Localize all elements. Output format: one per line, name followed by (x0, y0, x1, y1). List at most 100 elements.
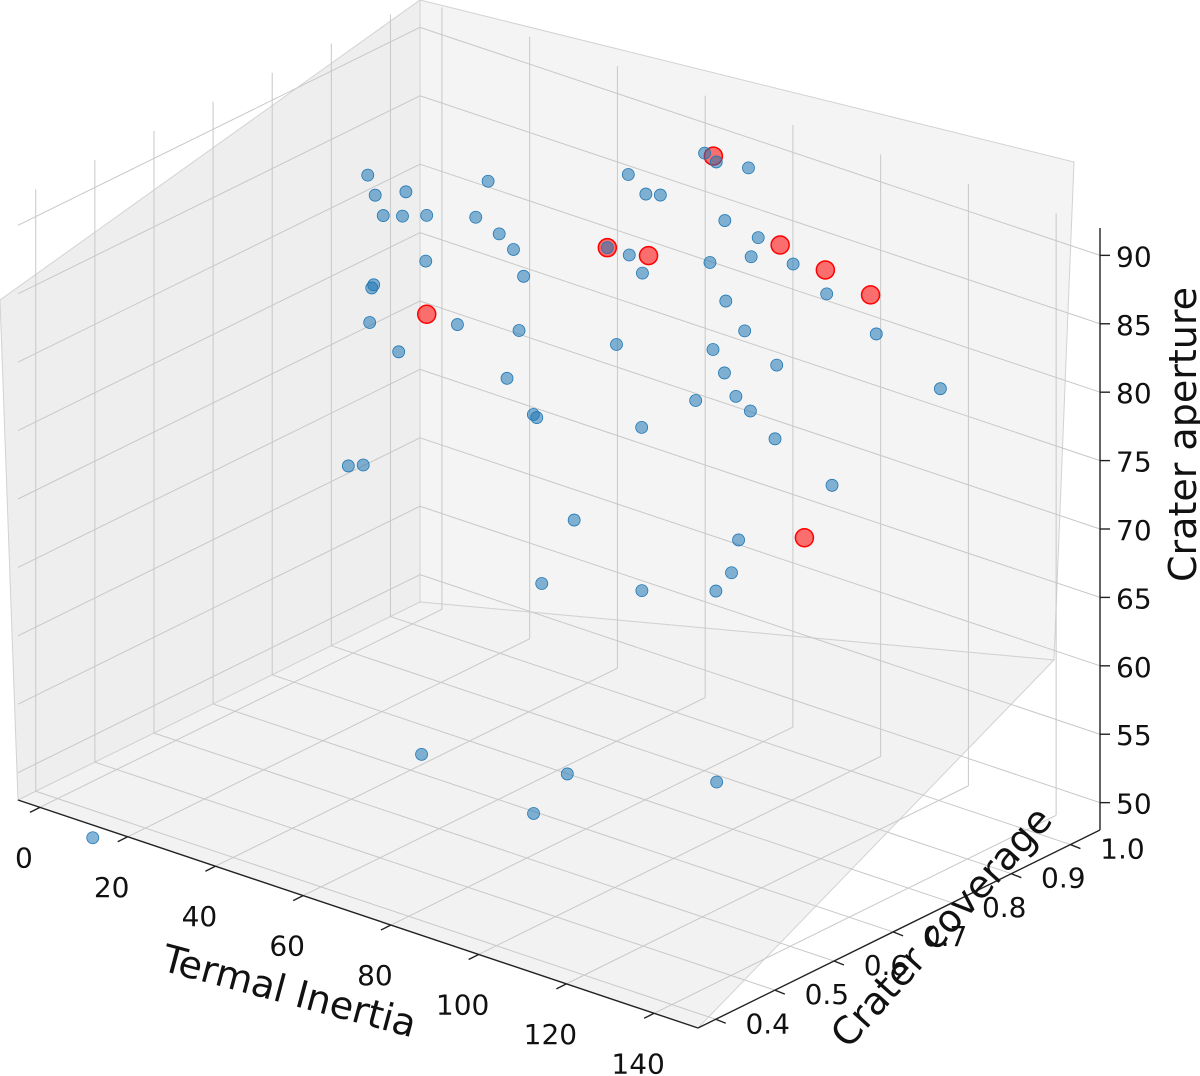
data-point (770, 358, 784, 372)
data-point (469, 210, 483, 224)
data-point (368, 188, 382, 202)
data-point (689, 394, 703, 407)
y-gridline-floor (272, 674, 953, 904)
x-tick-mark (643, 1012, 655, 1019)
x-gridline-floor (566, 785, 969, 985)
y-tick-mark (833, 960, 845, 966)
data-point (742, 161, 755, 175)
z-tick-label: 65 (1116, 582, 1152, 615)
z-gridline-left (17, 95, 421, 295)
data-point (376, 209, 390, 222)
highlight-marker (638, 245, 659, 266)
data-point (622, 248, 636, 262)
highlight-marker (860, 285, 881, 305)
y-gridline-floor (153, 732, 835, 962)
data-point (732, 533, 745, 547)
z-gridline-right (419, 163, 1101, 393)
y-tick-mark (715, 1018, 726, 1024)
x-tick-mark (29, 806, 41, 813)
x-gridline-floor (302, 697, 706, 897)
x-tick-label: 20 (94, 871, 130, 904)
highlight-marker (416, 304, 437, 325)
y-gridline-floor (331, 645, 1012, 875)
data-point (719, 294, 733, 308)
data-point (500, 371, 514, 385)
data-point (481, 174, 495, 188)
y-tick-mark (951, 902, 963, 908)
x-tick-mark (292, 894, 304, 902)
data-point (420, 208, 434, 222)
y-tick-mark (1070, 843, 1081, 850)
data-point (635, 420, 649, 434)
x-gridline-floor (390, 726, 794, 926)
data-point (363, 316, 377, 329)
y-tick-label: 0.5 (805, 978, 850, 1011)
x-tick-mark (468, 953, 479, 961)
x-gridline-floor (653, 814, 1057, 1014)
x-gridline-floor (127, 638, 530, 838)
z-gridline-right (419, 26, 1101, 256)
z-tick-label: 60 (1116, 651, 1152, 684)
z-gridline-left (17, 505, 421, 705)
z-gridline-left (17, 574, 421, 774)
z-tick-label: 55 (1116, 719, 1152, 752)
data-point (621, 168, 635, 181)
data-point (729, 389, 743, 403)
data-point (635, 584, 649, 598)
x-tick-label: 100 (436, 988, 489, 1021)
data-point (703, 256, 717, 269)
data-point (451, 318, 464, 331)
x-axis-line (17, 799, 699, 1029)
data-point (710, 775, 724, 789)
z-gridline-left (17, 437, 421, 637)
highlight-marker (770, 235, 790, 255)
x-gridline-floor (39, 608, 443, 808)
y-gridline-floor (212, 703, 894, 933)
y-tick-label: 0.4 (745, 1007, 790, 1040)
x-tick-mark (117, 836, 128, 843)
z-tick-label: 70 (1116, 514, 1152, 547)
data-point (567, 513, 581, 527)
data-point (527, 807, 540, 820)
data-points (86, 146, 947, 845)
x-tick-label: 80 (357, 959, 393, 992)
data-point (738, 324, 752, 338)
data-point (718, 214, 732, 227)
data-point (361, 168, 375, 182)
x-gridline-floor (215, 667, 618, 867)
data-point (86, 831, 100, 845)
data-point (356, 458, 370, 472)
data-point (709, 155, 723, 169)
data-point (600, 241, 614, 255)
data-point (743, 404, 757, 418)
x-tick-mark (205, 865, 216, 872)
data-point (507, 243, 520, 256)
data-point (825, 478, 839, 492)
data-point (419, 254, 433, 268)
z-tick-label: 50 (1116, 788, 1152, 821)
x-tick-label: 0 (15, 841, 33, 874)
data-point (820, 287, 834, 301)
z-tick-label: 75 (1116, 446, 1152, 479)
data-point (610, 338, 623, 351)
data-point (415, 747, 428, 761)
data-point (698, 146, 712, 160)
data-point (639, 187, 653, 201)
x-tick-label: 60 (269, 930, 305, 963)
y-tick-label: 0.7 (923, 920, 968, 953)
data-point (512, 324, 526, 337)
data-point (535, 577, 549, 590)
y-tick-label: 0.9 (1041, 862, 1086, 895)
data-point (751, 231, 765, 245)
z-gridline-right (419, 95, 1101, 325)
data-point (869, 327, 883, 341)
data-point (718, 366, 731, 380)
data-point (517, 269, 531, 283)
z-axis-label: Crater aperture (1161, 287, 1200, 582)
y-gridline-floor (390, 616, 1071, 846)
z-gridline-right (419, 437, 1101, 667)
z-tick-label: 85 (1116, 309, 1152, 342)
z-gridline-left (17, 232, 421, 432)
data-point (653, 188, 667, 202)
